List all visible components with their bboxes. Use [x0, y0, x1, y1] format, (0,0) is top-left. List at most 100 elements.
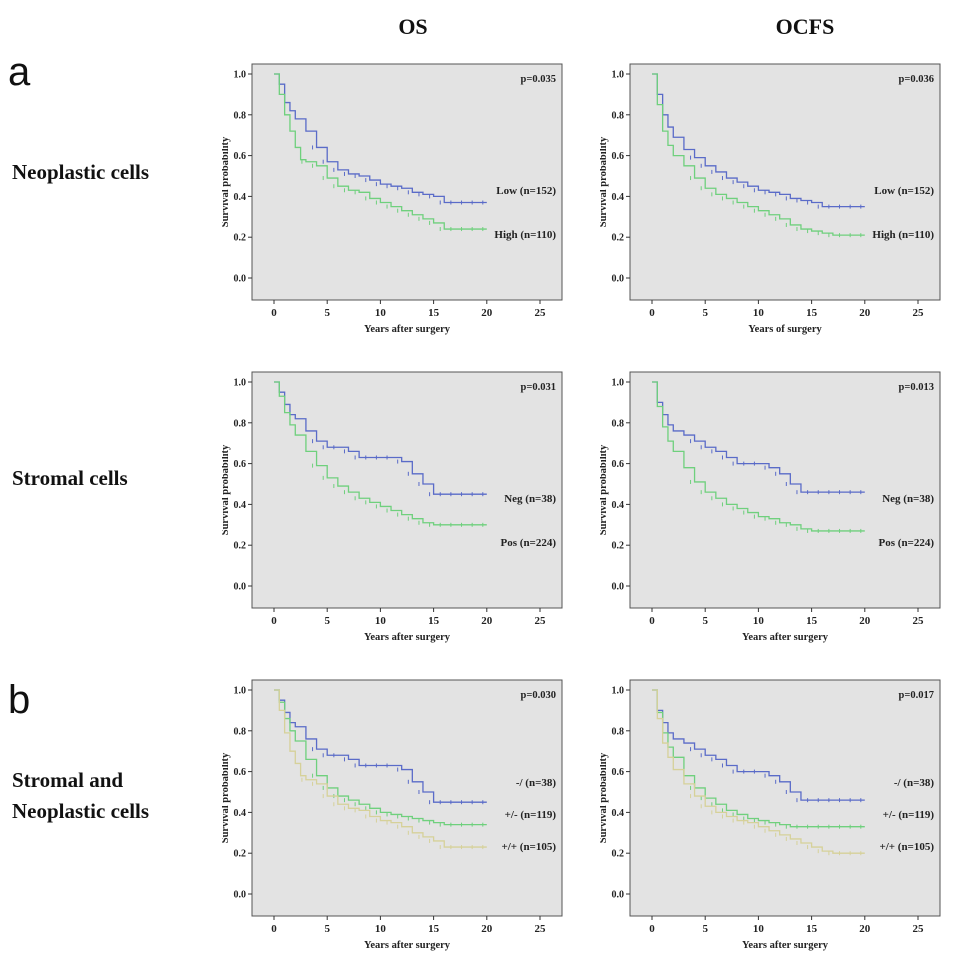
- x-tick-label: 20: [859, 923, 871, 935]
- x-tick-label: 25: [913, 307, 925, 319]
- series-label-0: -/ (n=38): [894, 777, 935, 789]
- x-axis-label: Years after surgery: [364, 324, 451, 335]
- p-value-annotation: p=0.017: [899, 690, 934, 701]
- series-label-2: +/+ (n=105): [501, 841, 556, 853]
- x-tick-label: 5: [324, 923, 330, 935]
- y-tick-label: 0.0: [612, 890, 625, 901]
- survival-curve-1: [274, 689, 487, 826]
- x-axis-label: Years after surgery: [742, 940, 829, 951]
- y-tick-label: 0.0: [612, 582, 625, 593]
- x-tick-label: 15: [806, 615, 818, 627]
- km-plot-svg: 0.0 0.2 0.4 0.6 0.8 1.0 0 5 10 15 20 25 Years after …: [220, 371, 563, 643]
- x-tick-label: 20: [481, 923, 493, 935]
- row-label-stromal-neoplastic-1: Stromal and: [12, 768, 124, 792]
- p-value-annotation: p=0.035: [521, 74, 556, 85]
- km-plot-os-combined: 0.0 0.2 0.4 0.6 0.8 1.0 0 5 10 15 20 25 Years after …: [220, 672, 572, 967]
- x-tick-label: 0: [271, 923, 277, 935]
- plot-area: [251, 679, 563, 917]
- series-label-0: Neg (n=38): [882, 493, 934, 505]
- survival-curve-2: [652, 689, 865, 854]
- x-tick-label: 0: [271, 307, 277, 319]
- y-tick-label: 0.2: [612, 541, 625, 552]
- y-tick-label: 0.6: [612, 459, 625, 470]
- plot-area: [251, 371, 563, 609]
- y-tick-label: 0.4: [234, 500, 247, 511]
- x-tick-label: 15: [428, 307, 440, 319]
- y-axis-label: Survival probability: [600, 752, 609, 843]
- y-tick-label: 1.0: [234, 686, 247, 697]
- km-plot-ocfs-neoplastic: 0.0 0.2 0.4 0.6 0.8 1.0 0 5 10 15 20 25 Years of sur…: [598, 56, 950, 351]
- y-tick-label: 0.0: [234, 890, 247, 901]
- p-value-annotation: p=0.030: [521, 690, 556, 701]
- y-tick-label: 0.8: [612, 726, 625, 737]
- y-tick-label: 0.0: [612, 274, 625, 285]
- y-tick-label: 0.4: [612, 500, 625, 511]
- x-tick-label: 25: [535, 307, 547, 319]
- row-label-neoplastic: Neoplastic cells: [12, 160, 150, 184]
- x-tick-label: 0: [271, 615, 277, 627]
- km-plot-os-neoplastic: 0.0 0.2 0.4 0.6 0.8 1.0 0 5 10 15 20 25 Years after …: [220, 56, 572, 351]
- panel-letter-a: a: [8, 50, 31, 94]
- x-tick-label: 15: [806, 307, 818, 319]
- y-tick-label: 0.2: [234, 233, 247, 244]
- km-plot-ocfs-combined: 0.0 0.2 0.4 0.6 0.8 1.0 0 5 10 15 20 25 Years after …: [598, 672, 950, 967]
- series-label-1: +/- (n=119): [505, 809, 557, 821]
- survival-curve-1: [274, 381, 487, 526]
- x-tick-label: 0: [649, 307, 655, 319]
- y-tick-label: 1.0: [612, 686, 625, 697]
- y-tick-label: 0.8: [234, 110, 247, 121]
- y-axis-label: Survival probability: [222, 752, 231, 843]
- series-label-1: Pos (n=224): [501, 537, 557, 549]
- survival-curve-1: [274, 73, 487, 230]
- y-tick-label: 0.2: [612, 849, 625, 860]
- survival-curve-1: [652, 689, 865, 828]
- survival-curve-2: [274, 689, 487, 848]
- km-plot-svg: 0.0 0.2 0.4 0.6 0.8 1.0 0 5 10 15 20 25 Years after …: [220, 63, 563, 335]
- y-tick-label: 1.0: [234, 70, 247, 81]
- x-tick-label: 20: [859, 307, 871, 319]
- series-label-1: Pos (n=224): [879, 537, 935, 549]
- x-tick-label: 10: [375, 307, 387, 319]
- x-tick-label: 5: [702, 923, 708, 935]
- y-tick-label: 0.6: [234, 459, 247, 470]
- plot-area: [629, 371, 941, 609]
- series-label-0: Neg (n=38): [504, 493, 556, 505]
- x-tick-label: 10: [753, 615, 765, 627]
- x-tick-label: 20: [859, 615, 871, 627]
- series-label-1: +/- (n=119): [883, 809, 935, 821]
- y-tick-label: 0.4: [234, 192, 247, 203]
- x-tick-label: 20: [481, 615, 493, 627]
- y-tick-label: 0.8: [234, 418, 247, 429]
- y-tick-label: 0.8: [612, 418, 625, 429]
- x-tick-label: 5: [324, 307, 330, 319]
- y-tick-label: 0.0: [234, 274, 247, 285]
- column-header-ocfs: OCFS: [775, 14, 835, 39]
- km-plot-svg: 0.0 0.2 0.4 0.6 0.8 1.0 0 5 10 15 20 25 Years of sur…: [598, 63, 941, 335]
- y-tick-label: 0.4: [612, 192, 625, 203]
- panel-letter-b: b: [8, 678, 31, 722]
- plot-area: [629, 63, 941, 301]
- y-tick-label: 0.6: [234, 767, 247, 778]
- y-tick-label: 0.6: [612, 151, 625, 162]
- row-label-stromal: Stromal cells: [12, 466, 128, 490]
- y-tick-label: 0.6: [234, 151, 247, 162]
- y-axis-label: Survival probability: [222, 444, 231, 535]
- x-tick-label: 5: [702, 615, 708, 627]
- y-tick-label: 0.2: [234, 541, 247, 552]
- x-axis-label: Years after surgery: [364, 632, 451, 643]
- y-axis-label: Survival probability: [600, 444, 609, 535]
- x-tick-label: 25: [535, 615, 547, 627]
- x-tick-label: 15: [428, 615, 440, 627]
- x-axis-label: Years after surgery: [364, 940, 451, 951]
- x-tick-label: 15: [806, 923, 818, 935]
- p-value-annotation: p=0.013: [899, 382, 934, 393]
- y-tick-label: 0.4: [612, 808, 625, 819]
- x-tick-label: 0: [649, 615, 655, 627]
- km-plot-svg: 0.0 0.2 0.4 0.6 0.8 1.0 0 5 10 15 20 25 Years after …: [598, 371, 941, 643]
- series-label-0: -/ (n=38): [516, 777, 557, 789]
- x-tick-label: 10: [753, 307, 765, 319]
- x-tick-label: 10: [375, 923, 387, 935]
- series-label-1: High (n=110): [494, 229, 556, 241]
- x-axis-label: Years after surgery: [742, 632, 829, 643]
- p-value-annotation: p=0.031: [521, 382, 556, 393]
